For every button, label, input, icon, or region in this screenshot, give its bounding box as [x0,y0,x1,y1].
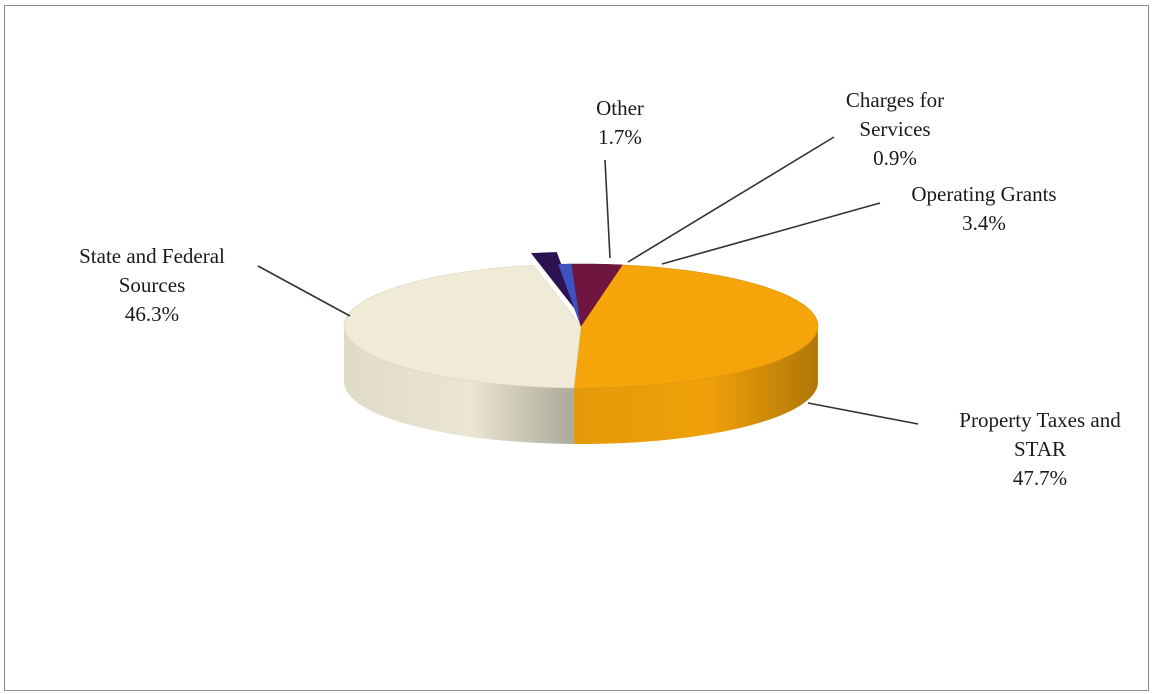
leader-lines [257,136,919,425]
leader-line-4 [661,202,881,265]
slice-name-0: STAR [1014,437,1066,461]
pie-layer [343,252,819,444]
leader-line-2 [604,159,611,259]
pie-slice-0 [573,264,819,389]
slice-percent-3: 0.9% [873,146,917,170]
slice-percent-2: 1.7% [598,125,642,149]
slice-name-4: Operating Grants [911,182,1056,206]
leader-line-3 [627,136,835,263]
pie-slice-1 [343,264,582,389]
pie-slice-2 [530,252,580,315]
leader-line-0 [807,402,919,425]
slice-name-1: Sources [119,273,186,297]
pie-side-0 [573,327,818,444]
slice-name-0: Property Taxes and [959,408,1121,432]
slice-label-0: Property Taxes and STAR 47.7% [959,408,1121,490]
slice-percent-4: 3.4% [962,211,1006,235]
slice-percent-1: 46.3% [125,302,179,326]
slice-name-3: Services [859,117,930,141]
pie-slice-3 [557,263,582,327]
leader-line-1 [257,265,351,317]
slice-label-1: State and Federal Sources 46.3% [79,244,225,326]
slice-percent-0: 47.7% [1013,466,1067,490]
slice-label-2: Other 1.7% [596,96,644,149]
slice-label-3: Charges for Services 0.9% [846,88,944,170]
pie-side-1 [344,326,574,444]
slice-labels: Property Taxes and STAR 47.7% State and Fed… [79,88,1121,490]
pie-slice-4 [571,263,623,327]
slice-label-4: Operating Grants 3.4% [911,182,1056,235]
slice-name-2: Other [596,96,644,120]
slice-name-3: Charges for [846,88,944,112]
slice-name-1: State and Federal [79,244,225,268]
